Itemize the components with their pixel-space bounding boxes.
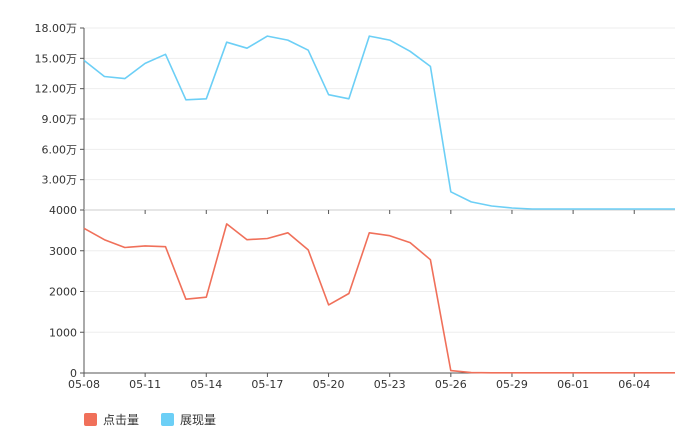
- y-tick-label-top: 9.00万: [42, 113, 78, 126]
- series-line-impressions: [83, 35, 675, 210]
- legend-swatch-impressions: [161, 413, 175, 426]
- x-tick-label: 05-11: [129, 378, 161, 391]
- chart-legend: 点击量 展现量: [84, 411, 238, 428]
- x-tick-label: 05-17: [251, 378, 283, 391]
- x-tick-label: 05-14: [190, 378, 222, 391]
- legend-item-impressions[interactable]: 展现量: [161, 411, 216, 428]
- legend-label-impressions: 展现量: [180, 413, 217, 427]
- y-tick-label-bottom: 2000: [49, 286, 77, 299]
- y-tick-label-top: 6.00万: [42, 143, 78, 156]
- x-tick-label: 05-29: [496, 378, 528, 391]
- x-tick-label: 05-23: [374, 378, 406, 391]
- y-tick-label-bottom: 1000: [49, 326, 77, 339]
- x-tick-label: 05-26: [435, 378, 467, 391]
- y-tick-label-top: 15.00万: [35, 52, 78, 65]
- y-tick-label-bottom: 0: [70, 367, 77, 380]
- y-tick-label-bottom: 3000: [49, 245, 77, 258]
- legend-swatch-clicks: [84, 413, 97, 426]
- y-tick-label-top: 3.00万: [42, 174, 78, 187]
- series-line-clicks: [83, 223, 675, 374]
- legend-label-clicks: 点击量: [103, 413, 140, 427]
- x-tick-label: 05-08: [68, 378, 100, 391]
- y-tick-label-bottom: 4000: [49, 204, 77, 217]
- legend-item-clicks[interactable]: 点击量: [84, 411, 139, 428]
- x-tick-label: 06-04: [618, 378, 650, 391]
- y-tick-label-top: 18.00万: [35, 22, 78, 35]
- x-tick-label: 05-20: [313, 378, 345, 391]
- x-tick-label: 06-01: [557, 378, 589, 391]
- y-tick-label-top: 12.00万: [35, 83, 78, 96]
